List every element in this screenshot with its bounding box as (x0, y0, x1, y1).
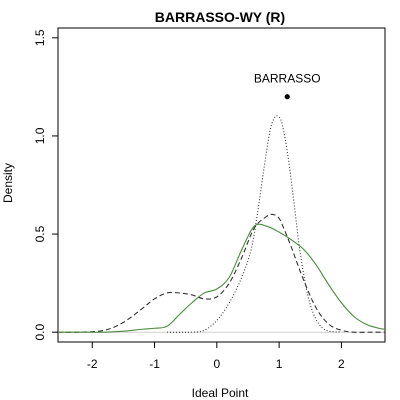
x-tick-label: -1 (149, 357, 160, 371)
y-axis: 0.0 0.5 1.0 1.5 (33, 29, 58, 341)
senator-point (284, 94, 290, 100)
y-tick-label: 1.5 (33, 29, 47, 46)
y-tick-label: 1.0 (33, 127, 47, 144)
x-tick-label: 0 (213, 357, 220, 371)
y-tick-label: 0.0 (33, 324, 47, 341)
y-axis-label: Density (1, 163, 15, 203)
dashed-density-line (58, 213, 385, 333)
solid-density-line (58, 223, 385, 333)
senator-point-label: BARRASSO (254, 72, 321, 86)
plot-frame (57, 27, 386, 343)
x-tick-label: -2 (87, 357, 98, 371)
x-axis: -2 -1 0 1 2 (87, 342, 345, 371)
series-layer (58, 115, 385, 333)
point-layer: BARRASSO (254, 72, 321, 100)
dotted-density-line (166, 115, 342, 333)
y-tick-label: 0.5 (33, 225, 47, 242)
chart-title: BARRASSO-WY (R) (155, 9, 285, 25)
x-tick-label: 1 (276, 357, 283, 371)
x-tick-label: 2 (338, 357, 345, 371)
x-axis-label: Ideal Point (192, 386, 249, 400)
